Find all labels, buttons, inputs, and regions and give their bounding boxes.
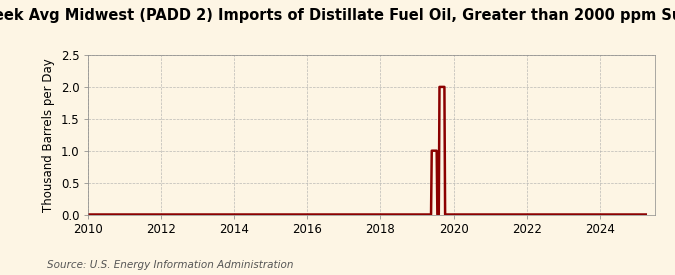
Text: 4 Week Avg Midwest (PADD 2) Imports of Distillate Fuel Oil, Greater than 2000 pp: 4 Week Avg Midwest (PADD 2) Imports of D… (0, 8, 675, 23)
Text: Source: U.S. Energy Information Administration: Source: U.S. Energy Information Administ… (47, 260, 294, 270)
Y-axis label: Thousand Barrels per Day: Thousand Barrels per Day (43, 58, 55, 212)
